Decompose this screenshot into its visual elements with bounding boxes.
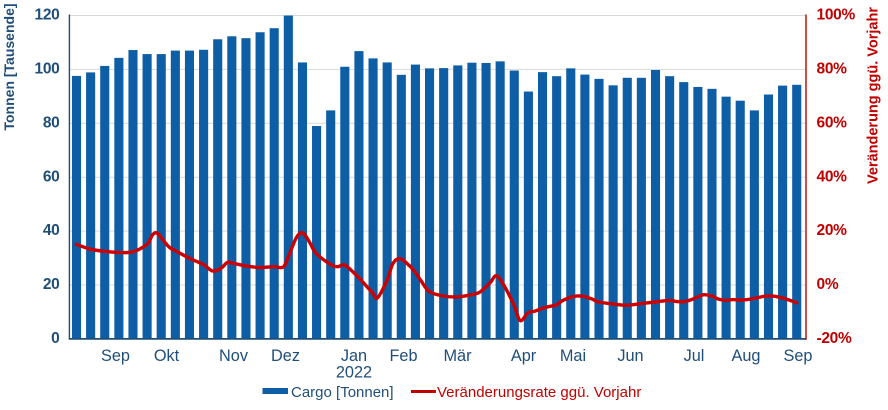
svg-text:Sep: Sep [101,347,130,365]
svg-text:Feb: Feb [389,347,417,365]
svg-text:Veränderungsrate ggü. Vorjahr: Veränderungsrate ggü. Vorjahr [437,384,641,401]
svg-text:0: 0 [51,330,59,347]
svg-text:Nov: Nov [219,347,249,365]
svg-text:Dez: Dez [271,347,300,365]
svg-text:60: 60 [43,168,60,185]
svg-text:120: 120 [35,7,60,24]
svg-text:Mai: Mai [560,347,586,365]
svg-text:40: 40 [43,222,60,239]
svg-text:-20%: -20% [817,330,853,347]
svg-text:0%: 0% [817,276,839,293]
svg-text:20: 20 [43,276,60,293]
svg-text:Jan: Jan [341,347,367,365]
svg-text:100%: 100% [817,7,856,24]
svg-text:Mär: Mär [443,347,472,365]
svg-text:Veränderung ggü. Vorjahr: Veränderung ggü. Vorjahr [866,7,882,184]
svg-text:Jul: Jul [684,347,705,365]
svg-text:Sep: Sep [784,347,813,365]
svg-text:2022: 2022 [336,364,372,382]
svg-text:Apr: Apr [511,347,537,365]
svg-text:60%: 60% [817,114,848,131]
svg-text:Tonnen [Tausende]: Tonnen [Tausende] [1,3,17,130]
svg-text:Jun: Jun [617,347,643,365]
svg-text:Aug: Aug [732,347,761,365]
svg-text:100: 100 [35,61,60,78]
svg-text:Okt: Okt [154,347,180,365]
svg-text:40%: 40% [817,168,848,185]
svg-text:80: 80 [43,114,60,131]
svg-text:80%: 80% [817,61,848,78]
svg-text:Cargo [Tonnen]: Cargo [Tonnen] [291,384,394,401]
svg-text:20%: 20% [817,222,848,239]
